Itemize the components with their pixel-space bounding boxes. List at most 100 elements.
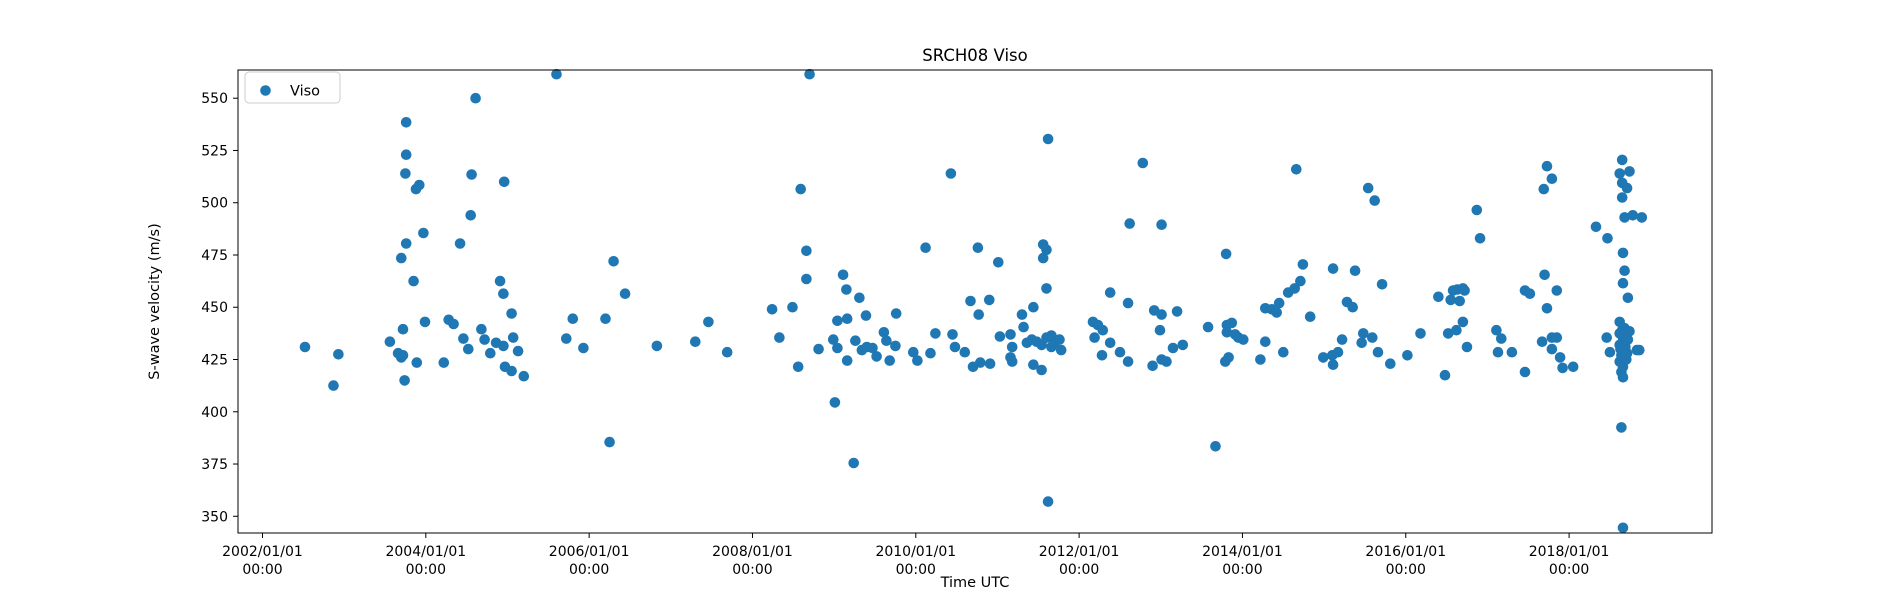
- data-point: [1616, 422, 1627, 433]
- data-point: [848, 457, 859, 469]
- data-point: [507, 332, 519, 343]
- data-point: [1541, 303, 1553, 314]
- data-point: [1617, 522, 1629, 534]
- data-point: [498, 340, 509, 352]
- data-point: [867, 342, 878, 354]
- x-tick-label: 2016/01/01 00:00: [1365, 544, 1446, 578]
- data-point: [498, 288, 509, 300]
- data-point: [1036, 364, 1047, 376]
- data-point: [1260, 336, 1271, 348]
- data-point: [884, 355, 895, 366]
- data-point: [1524, 288, 1536, 300]
- data-point: [1461, 341, 1473, 353]
- data-point: [1278, 346, 1289, 358]
- data-point: [479, 334, 490, 345]
- data-point: [414, 179, 425, 191]
- data-point: [1124, 218, 1135, 229]
- data-point: [959, 346, 971, 358]
- data-point: [920, 242, 931, 253]
- data-point: [1369, 195, 1380, 206]
- data-point: [1454, 295, 1465, 307]
- data-point: [1616, 192, 1628, 203]
- data-point: [1376, 279, 1388, 290]
- data-point: [1089, 332, 1100, 343]
- y-axis-label: S-wave velocity (m/s): [147, 223, 163, 379]
- data-point: [801, 245, 812, 257]
- data-point: [1220, 248, 1232, 260]
- data-point: [912, 355, 923, 366]
- data-point: [1037, 252, 1049, 264]
- data-point: [1171, 306, 1183, 317]
- data-point: [454, 238, 466, 249]
- data-point: [1367, 332, 1378, 343]
- data-point: [1041, 283, 1052, 294]
- data-point: [1617, 277, 1629, 289]
- data-point: [551, 68, 562, 80]
- data-point: [419, 316, 431, 328]
- data-point: [1619, 265, 1630, 277]
- data-point: [1621, 182, 1633, 194]
- data-point: [463, 343, 474, 355]
- x-axis-label: Time UTC: [940, 575, 1010, 591]
- data-point: [925, 347, 936, 359]
- data-point: [1539, 269, 1550, 281]
- data-point: [828, 334, 839, 345]
- data-point: [465, 210, 477, 221]
- data-point: [438, 357, 450, 368]
- data-point: [299, 341, 311, 353]
- data-point: [604, 436, 615, 448]
- data-point: [397, 350, 409, 361]
- data-point: [1147, 360, 1158, 372]
- data-point: [1602, 233, 1613, 244]
- data-point: [1327, 359, 1339, 371]
- data-point: [1634, 344, 1645, 356]
- data-point: [400, 149, 412, 160]
- data-point: [1622, 334, 1634, 345]
- legend-entry-label: Viso: [290, 84, 320, 100]
- x-tick-label: 2004/01/01 00:00: [385, 544, 466, 578]
- data-point: [1557, 362, 1568, 374]
- data-point: [801, 273, 812, 285]
- data-points-group: [299, 68, 1648, 534]
- y-tick-label: 425: [201, 353, 228, 369]
- data-point: [703, 316, 714, 328]
- data-point: [690, 336, 701, 348]
- y-tick-label: 500: [201, 196, 228, 212]
- data-point: [1295, 275, 1306, 287]
- data-point: [561, 333, 572, 344]
- x-tick-label: 2014/01/01 00:00: [1202, 544, 1283, 578]
- x-tick-label: 2008/01/01 00:00: [712, 544, 793, 578]
- data-point: [1551, 285, 1563, 296]
- data-point: [1621, 347, 1633, 359]
- data-point: [1496, 333, 1507, 344]
- data-point: [1617, 247, 1629, 259]
- x-tick-label: 2012/01/01 00:00: [1039, 544, 1120, 578]
- data-point: [860, 310, 872, 321]
- data-point: [411, 357, 423, 368]
- data-point: [600, 313, 611, 325]
- data-point: [397, 323, 409, 335]
- data-point: [1546, 173, 1558, 184]
- data-point: [328, 380, 339, 391]
- data-point: [1442, 328, 1454, 339]
- data-point: [1161, 356, 1172, 367]
- data-point: [1156, 309, 1167, 320]
- data-point: [766, 304, 778, 315]
- data-point: [1291, 164, 1302, 175]
- data-point: [1289, 283, 1300, 294]
- data-point: [1041, 244, 1052, 256]
- data-point: [608, 255, 619, 267]
- data-point: [1601, 332, 1612, 343]
- data-point: [400, 238, 412, 249]
- data-point: [1415, 328, 1426, 339]
- data-point: [1238, 334, 1249, 345]
- data-point: [1451, 324, 1462, 336]
- data-point: [1006, 341, 1018, 353]
- data-point: [494, 275, 506, 287]
- data-point: [333, 349, 344, 360]
- data-point: [1336, 334, 1348, 345]
- data-point: [1519, 366, 1531, 378]
- data-point: [854, 292, 865, 304]
- data-point: [1636, 212, 1648, 223]
- data-point: [651, 340, 663, 352]
